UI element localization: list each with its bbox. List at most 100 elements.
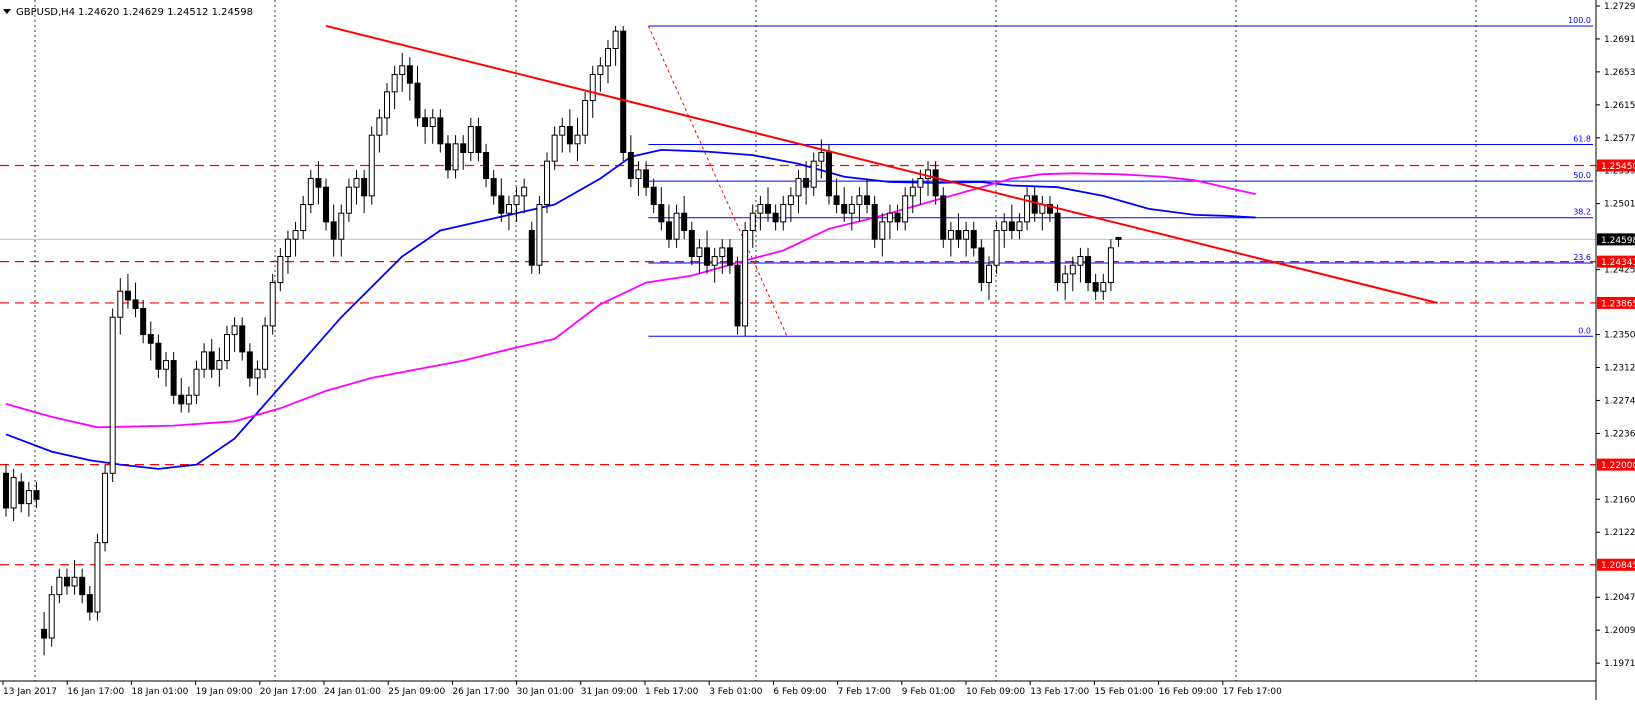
candlestick (284, 230, 291, 274)
candle-body (604, 47, 611, 67)
candlestick (1115, 236, 1122, 247)
x-tick-label: 16 Jan 17:00 (67, 687, 124, 697)
candlestick (10, 468, 17, 521)
candlestick (384, 83, 390, 136)
candlestick (955, 213, 962, 248)
y-tick-label: 1.25390 (1604, 167, 1635, 177)
candle-body (658, 204, 665, 223)
candlestick (48, 585, 55, 647)
candle-body (825, 152, 832, 197)
candlestick (498, 178, 505, 222)
candle-body (909, 186, 916, 197)
candle-body (18, 481, 25, 505)
candlestick (208, 338, 215, 378)
fib-base-line (647, 25, 788, 337)
candlestick (178, 377, 185, 413)
candlestick (673, 204, 680, 248)
candle-body (376, 117, 383, 136)
candlestick (985, 256, 992, 300)
candlestick (475, 117, 482, 162)
x-tick-label: 18 Jan 01:00 (131, 687, 188, 697)
candle-body (1100, 282, 1107, 292)
candle-body (521, 186, 528, 197)
candlestick (361, 169, 368, 214)
candlestick (262, 317, 269, 378)
candle-body (1107, 247, 1114, 284)
trendline[interactable] (325, 24, 1438, 304)
candlestick (658, 187, 665, 231)
candle-body (1001, 221, 1008, 232)
candle-body (330, 221, 337, 240)
candlestick (917, 169, 924, 205)
candlestick (1069, 256, 1076, 292)
candle-body (399, 65, 406, 75)
candlestick (742, 221, 749, 337)
candlestick (909, 178, 916, 214)
candle-body (1008, 221, 1015, 232)
candle-body (63, 576, 70, 587)
candlestick (437, 109, 444, 153)
candlestick (635, 161, 642, 196)
candle-body (940, 195, 947, 240)
x-tick-label: 13 Feb 17:00 (1030, 687, 1089, 697)
candlestick (1031, 187, 1038, 222)
candlestick (368, 126, 375, 205)
candle-body (993, 230, 1000, 266)
vertical-grid (34, 0, 1477, 681)
resistance-trendline[interactable] (325, 24, 1438, 304)
candlestick (734, 256, 741, 335)
candle-body (41, 628, 48, 639)
candlestick (71, 559, 78, 595)
level-price-label: 1.24341 (1601, 258, 1635, 268)
candlestick (239, 317, 246, 361)
candle-body (856, 195, 863, 206)
candle-body (886, 212, 893, 223)
candlestick (1016, 213, 1023, 240)
candle-body (163, 360, 170, 370)
candle-body (475, 126, 482, 154)
candle-body (1069, 264, 1076, 275)
candle-body (559, 126, 566, 136)
candlestick (902, 187, 909, 231)
candle-body (193, 368, 200, 396)
candlestick (886, 204, 893, 240)
fibonacci-retracement[interactable]: 100.0 61.8 50.0 38.2 23.6 0.0 (647, 16, 1593, 337)
candlestick (772, 204, 779, 231)
candlestick (932, 161, 939, 205)
level-price-tag (1597, 458, 1635, 471)
candle-body (277, 256, 284, 284)
dropdown-triangle-icon[interactable] (3, 9, 11, 14)
x-tick-label: 15 Feb 01:00 (1094, 687, 1153, 697)
candle-body (102, 472, 109, 544)
candlestick (505, 195, 512, 231)
candlestick (780, 195, 787, 231)
candle-body (86, 594, 93, 613)
candle-body (1062, 273, 1069, 284)
candlestick (422, 109, 429, 144)
candle-body (566, 126, 573, 145)
candle-body (216, 360, 223, 370)
candle-body (551, 134, 558, 162)
time-axis: 13 Jan 2017 16 Jan 17:00 18 Jan 01:00 19 Ja… (2, 681, 1282, 697)
candle-body (1077, 256, 1084, 266)
candle-body (170, 360, 177, 396)
candlestick (132, 282, 139, 318)
candlestick (140, 299, 147, 344)
ohlc-label: 1.24620 1.24629 1.24512 1.24598 (78, 7, 253, 18)
candlestick (246, 343, 253, 387)
candlestick (643, 161, 650, 196)
candlestick (825, 143, 832, 205)
candlestick (795, 169, 802, 214)
candlestick (894, 204, 901, 231)
candlestick (749, 204, 756, 248)
candle-body (124, 290, 131, 301)
candlestick (79, 568, 86, 604)
candlestick (1077, 247, 1084, 283)
y-tick-label: 1.23120 (1604, 364, 1635, 374)
candle-body (505, 204, 512, 214)
candlestick (193, 360, 200, 404)
y-tick-label: 1.22360 (1604, 429, 1635, 439)
candle-body (140, 308, 147, 336)
